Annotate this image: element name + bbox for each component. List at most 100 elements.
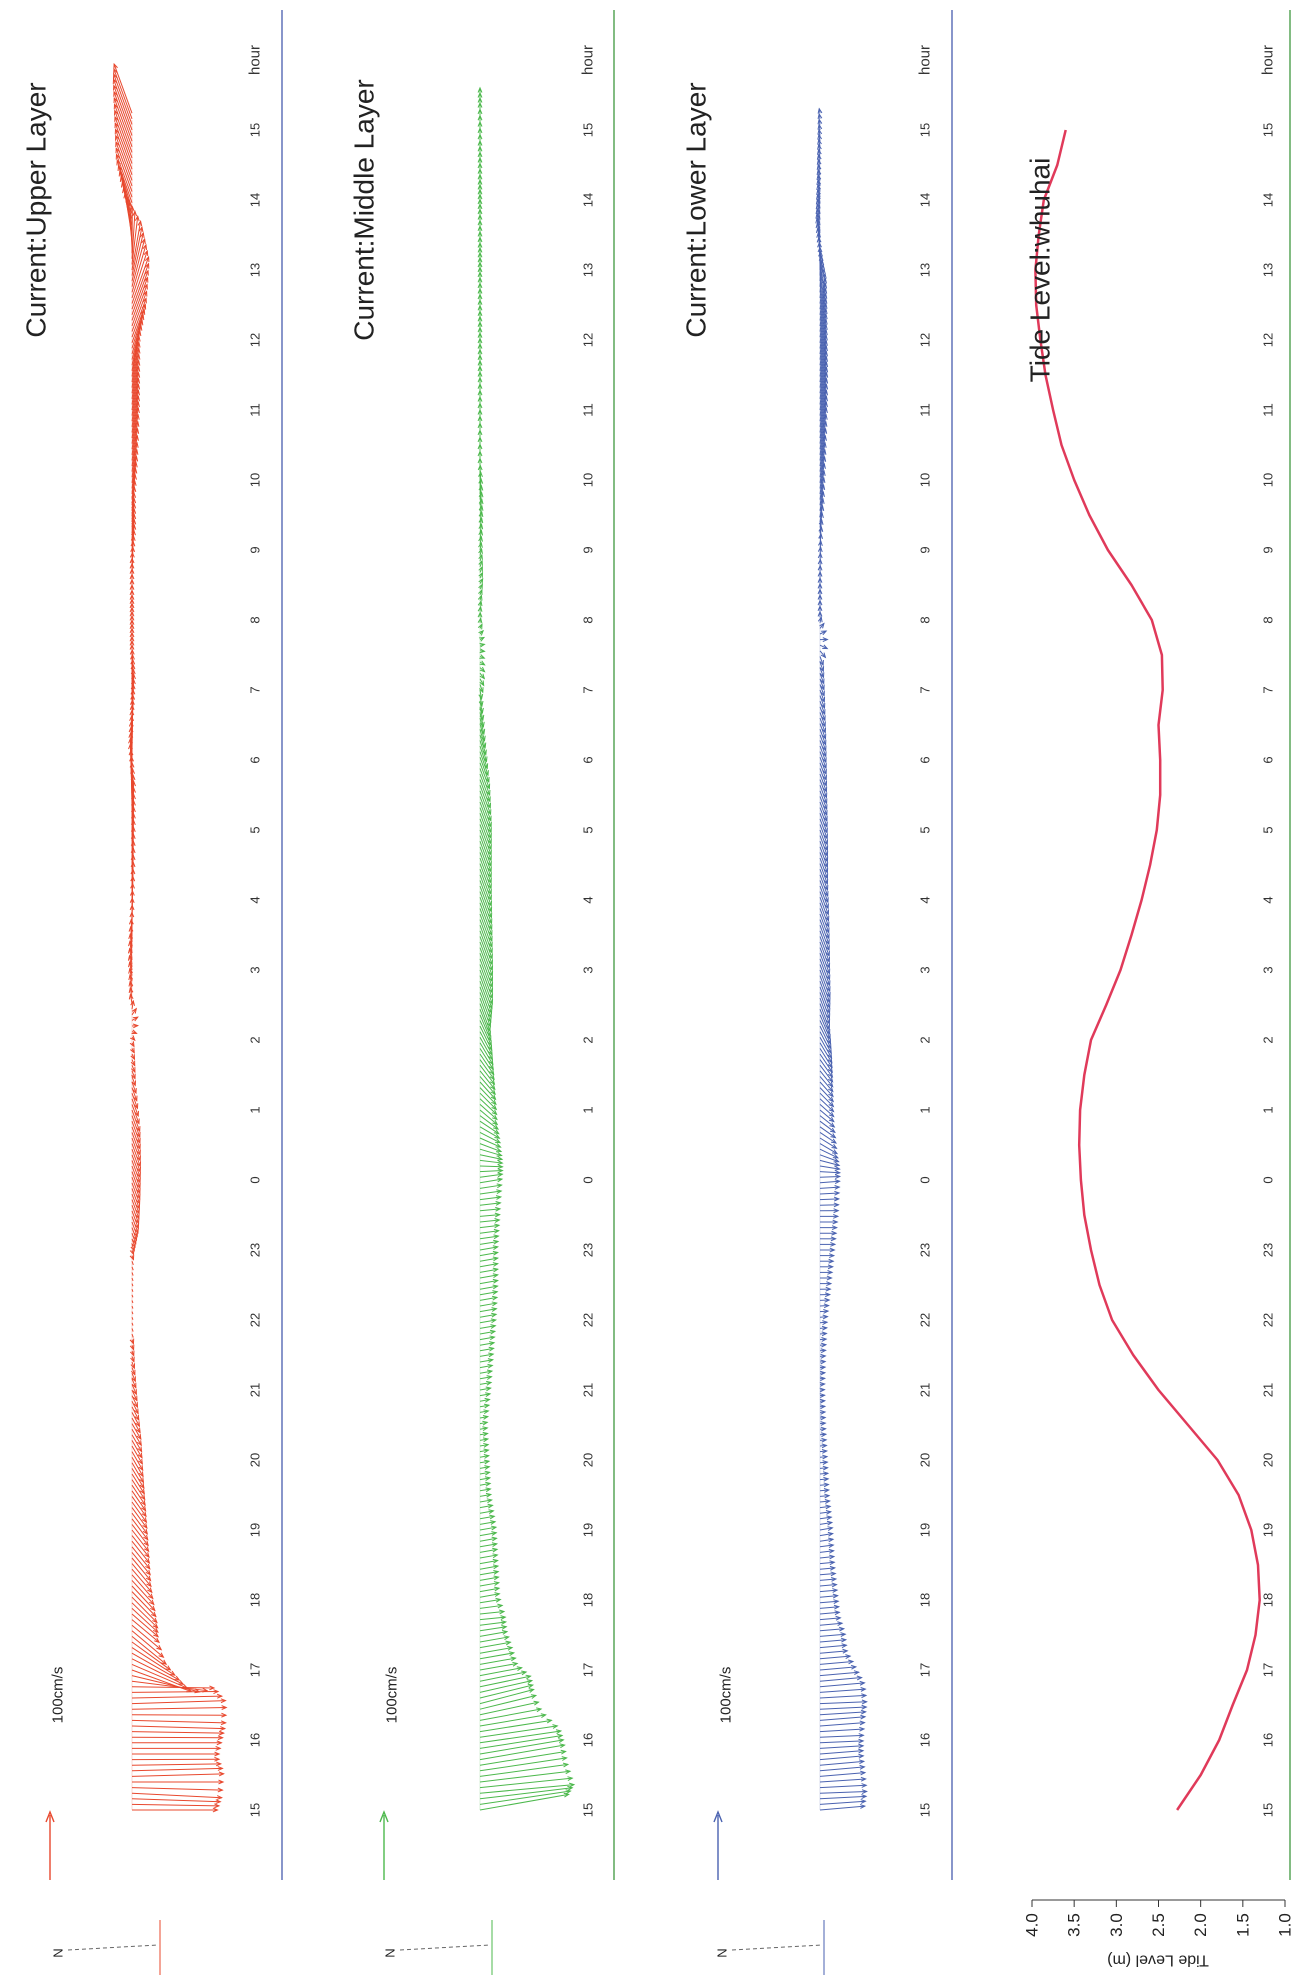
current-arrow (480, 1672, 526, 1681)
current-arrow (132, 1116, 140, 1137)
tide-y-axis-label: Tide Level (m) (1107, 1952, 1209, 1969)
hour-axis-label: hour (247, 45, 264, 75)
hour-tick-label: 5 (248, 826, 263, 833)
current-arrow (480, 1171, 502, 1172)
hour-tick-label: 5 (918, 826, 933, 833)
hour-tick-label: 7 (248, 686, 263, 693)
current-arrow (132, 1793, 222, 1798)
current-arrow (132, 1804, 219, 1805)
current-arrow (820, 1689, 865, 1692)
current-arrow (820, 1662, 853, 1665)
hour-tick-label: 8 (581, 616, 596, 623)
hour-tick-label: 2 (918, 1036, 933, 1043)
tide-y-tick-label: 1.0 (1276, 1913, 1295, 1937)
hour-tick-label: 21 (248, 1383, 263, 1397)
hour-tick-label: 16 (581, 1733, 596, 1747)
scale-label: 100cm/s (50, 1667, 67, 1724)
hour-tick-label: 1 (1261, 1106, 1276, 1113)
current-arrow (132, 1701, 226, 1704)
hour-tick-label: 16 (248, 1733, 263, 1747)
hour-tick-label: 6 (248, 756, 263, 763)
hour-tick-label: 16 (1261, 1733, 1276, 1747)
current-arrow (820, 1678, 862, 1682)
hour-tick-label: 7 (918, 686, 933, 693)
current-panel-middle (380, 10, 614, 1975)
hour-tick-label: 3 (581, 966, 596, 973)
hour-tick-label: 22 (918, 1313, 933, 1327)
hour-tick-label: 17 (1261, 1663, 1276, 1677)
current-arrow (132, 1468, 144, 1488)
hour-tick-label: 15 (248, 1803, 263, 1817)
hour-tick-label: 18 (918, 1593, 933, 1607)
hour-tick-label: 3 (1261, 966, 1276, 973)
current-arrow (480, 1758, 567, 1771)
current-arrow (480, 1751, 566, 1765)
hour-tick-label: 13 (918, 263, 933, 277)
current-arrow (132, 1614, 158, 1637)
hour-tick-label: 15 (918, 1803, 933, 1817)
scale-label: 100cm/s (718, 1667, 735, 1724)
hour-tick-label: 23 (581, 1243, 596, 1257)
current-arrow (480, 1166, 502, 1167)
tide-y-tick-label: 2.5 (1149, 1913, 1168, 1937)
hour-tick-label: 21 (1261, 1383, 1276, 1397)
hour-tick-label: 10 (581, 473, 596, 487)
hour-tick-label: 20 (1261, 1453, 1276, 1467)
current-arrow (132, 1474, 144, 1494)
scale-label: 100cm/s (384, 1667, 401, 1724)
current-arrow (480, 1702, 538, 1715)
hour-tick-label: 1 (918, 1106, 933, 1113)
current-arrow (820, 1707, 866, 1709)
hour-tick-label: 19 (248, 1523, 263, 1537)
hour-tick-label: 11 (1261, 403, 1276, 417)
hour-tick-label: 9 (248, 546, 263, 553)
hour-tick-label: 4 (248, 896, 263, 903)
current-arrow (480, 1715, 546, 1726)
hour-tick-label: 14 (581, 193, 596, 207)
north-label: N (383, 1948, 398, 1957)
hour-tick-label: 15 (1261, 123, 1276, 137)
north-label: N (715, 1948, 730, 1957)
current-arrow (820, 1761, 864, 1765)
hour-tick-label: 0 (248, 1176, 263, 1183)
current-arrow (480, 1653, 514, 1659)
current-arrow (132, 1648, 175, 1676)
hour-tick-label: 5 (581, 826, 596, 833)
hour-tick-label: 22 (581, 1313, 596, 1327)
current-arrow (132, 1788, 222, 1791)
hour-tick-label: 12 (918, 333, 933, 347)
current-arrow (820, 1656, 850, 1659)
tide-y-tick-label: 2.0 (1191, 1913, 1210, 1937)
current-arrow (480, 1663, 517, 1670)
current-arrow (820, 1806, 865, 1810)
hour-tick-label: 17 (248, 1663, 263, 1677)
hour-tick-label: 9 (918, 546, 933, 553)
current-arrow (132, 1726, 225, 1729)
hour-tick-label: 21 (581, 1383, 596, 1397)
hour-tick-label: 15 (248, 123, 263, 137)
current-arrow (480, 1771, 570, 1782)
current-arrow (480, 1720, 551, 1731)
current-arrow (820, 981, 830, 1008)
current-arrow (480, 1648, 512, 1654)
hour-tick-label: 22 (1261, 1313, 1276, 1327)
hour-tick-label: 9 (581, 546, 596, 553)
hour-tick-label: 2 (248, 1036, 263, 1043)
hour-tick-label: 21 (918, 1383, 933, 1397)
current-arrow (132, 1166, 140, 1188)
hour-tick-label: 14 (918, 193, 933, 207)
hour-tick-label: 0 (581, 1176, 596, 1183)
hour-tick-label: 8 (248, 616, 263, 623)
hour-tick-label: 10 (248, 473, 263, 487)
current-arrow (132, 1720, 226, 1722)
hour-tick-label: 8 (1261, 616, 1276, 623)
current-arrow (480, 1676, 531, 1687)
current-arrow (480, 1695, 536, 1709)
hour-tick-label: 20 (918, 1453, 933, 1467)
hour-tick-label: 15 (581, 123, 596, 137)
hour-tick-label: 3 (248, 966, 263, 973)
compass-dashed-line (68, 1945, 158, 1950)
current-arrow (480, 1709, 541, 1720)
hour-tick-label: 16 (918, 1733, 933, 1747)
